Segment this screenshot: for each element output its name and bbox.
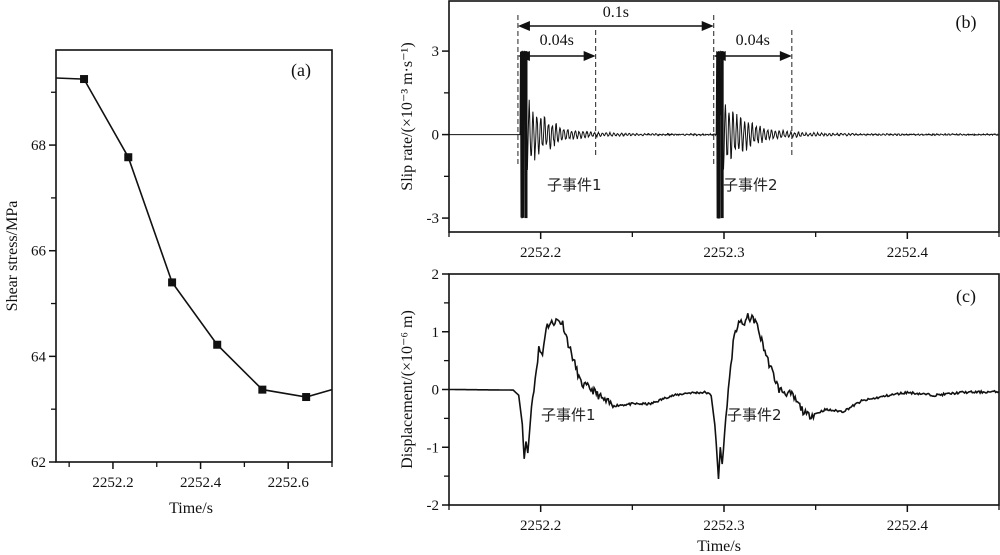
- y-tick-label: 2: [432, 267, 440, 283]
- arrowhead-left-icon: [517, 21, 530, 31]
- data-point-marker: [168, 278, 177, 287]
- arrowhead-right-icon: [701, 21, 714, 31]
- saturated-pulse: [720, 51, 724, 219]
- data-point-marker: [80, 75, 89, 84]
- event-label: 子事件2: [727, 406, 782, 424]
- y-axis-label: Displacement/(×10⁻⁶ m): [399, 310, 416, 469]
- plot-frame: [448, 273, 1000, 506]
- y-tick-label: 66: [31, 244, 47, 260]
- y-tick-label: -2: [427, 498, 440, 514]
- arrowhead-left-icon: [713, 51, 726, 61]
- x-tick-label: 2252.3: [703, 245, 744, 261]
- x-tick-label: 2252.4: [887, 245, 929, 261]
- panel-label: (b): [956, 12, 977, 33]
- x-tick-label: 2252.2: [520, 518, 561, 534]
- data-point-marker: [302, 393, 311, 402]
- panel-label: (a): [291, 60, 311, 81]
- panel-label: (c): [956, 286, 976, 307]
- slip-rate-line: [449, 50, 999, 219]
- event-label: 子事件1: [541, 406, 596, 424]
- arrowhead-right-icon: [583, 51, 596, 61]
- saturated-pulse: [524, 51, 528, 219]
- y-axis-label: Slip rate/(×10⁻³ m·s⁻¹): [399, 42, 416, 190]
- y-tick-label: 68: [31, 138, 46, 154]
- shear-stress-line: [55, 77, 333, 398]
- y-tick-label: 0: [432, 383, 440, 399]
- event-label: 子事件1: [547, 176, 602, 194]
- x-tick-label: 2252.4: [887, 518, 929, 534]
- x-axis-label: Time/s: [697, 538, 741, 555]
- data-point-marker: [258, 385, 267, 394]
- y-tick-label: 64: [31, 349, 47, 365]
- panel-c: 2252.2 2252.3 2252.4 -2 -1 0 1 2 Displacement/(×…: [399, 267, 1000, 555]
- plot-frame: [55, 49, 333, 463]
- y-tick-label: -3: [427, 211, 440, 227]
- x-tick-label: 2252.2: [520, 245, 561, 261]
- interval-label: 0.1s: [603, 4, 629, 21]
- x-axis-label: Time/s: [169, 500, 213, 517]
- y-tick-label: 62: [31, 455, 46, 471]
- y-axis-label: Shear stress/MPa: [4, 201, 21, 312]
- data-point-marker: [213, 340, 222, 349]
- y-tick-label: 0: [432, 128, 440, 144]
- plot-frame: [448, 0, 1000, 233]
- arrowhead-right-icon: [779, 51, 792, 61]
- x-tick-label: 2252.6: [268, 475, 310, 491]
- panel-a: 2252.2 2252.4 2252.6 62 64 66 68 Shear stress/M…: [4, 49, 333, 517]
- event-label: 子事件2: [723, 176, 778, 194]
- y-tick-label: 3: [432, 44, 440, 60]
- panel-b: 2252.2 2252.3 2252.4 -3 0 3 Slip rate/(×10⁻³ m…: [399, 0, 1000, 261]
- duration-label: 0.04s: [540, 32, 574, 49]
- data-point-marker: [124, 153, 133, 162]
- x-tick-label: 2252.4: [180, 475, 222, 491]
- x-tick-label: 2252.2: [92, 475, 133, 491]
- y-tick-label: -1: [427, 440, 440, 456]
- y-tick-label: 1: [432, 325, 440, 341]
- arrowhead-left-icon: [517, 51, 530, 61]
- duration-label: 0.04s: [736, 32, 770, 49]
- displacement-line: [449, 313, 1000, 479]
- x-tick-label: 2252.3: [703, 518, 744, 534]
